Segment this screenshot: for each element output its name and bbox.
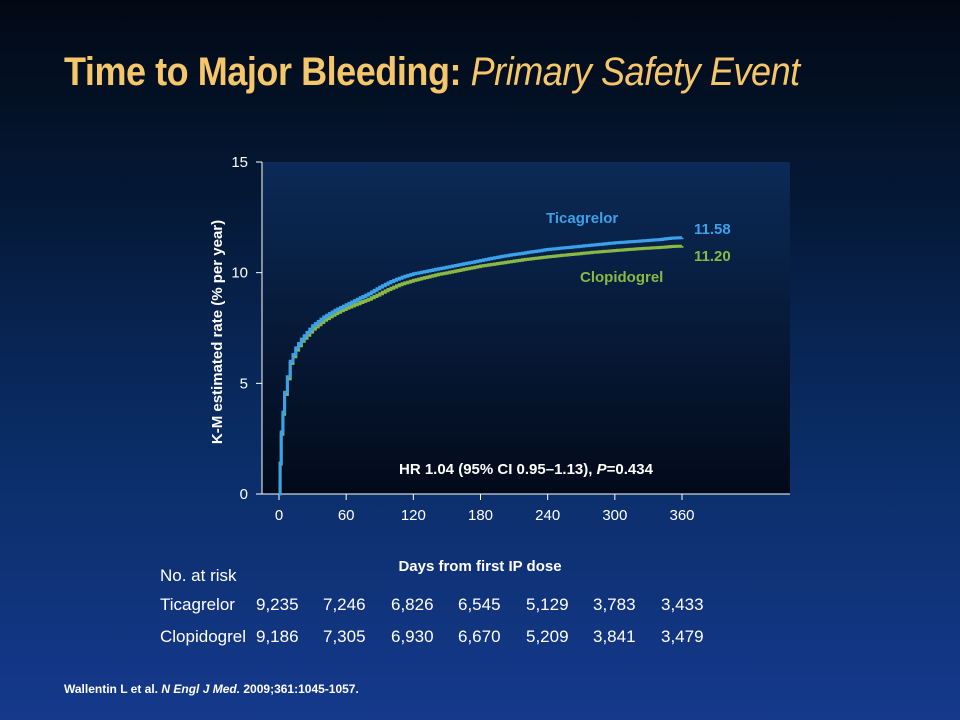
risk-cell: 3,479 (661, 627, 704, 646)
citation: Wallentin L et al. N Engl J Med. 2009;36… (64, 682, 359, 696)
risk-cell: 5,129 (526, 595, 569, 614)
risk-cell: 5,209 (526, 627, 569, 646)
risk-cell: 9,186 (256, 627, 299, 646)
series-line-ticagrelor (278, 236, 684, 496)
y-tick-label: 10 (231, 265, 248, 282)
risk-row-label-ticagrelor: Ticagrelor (160, 595, 235, 614)
x-tick-label: 0 (275, 507, 283, 524)
x-tick-label: 360 (669, 507, 694, 524)
legend-label-clopidogrel: Clopidogrel (580, 269, 663, 286)
risk-table-header: No. at risk (160, 566, 237, 585)
hr-annotation: HR 1.04 (95% CI 0.95–1.13), P=0.434 (399, 461, 654, 478)
x-tick-label: 180 (468, 507, 493, 524)
risk-cell: 7,246 (323, 595, 366, 614)
x-tick-label: 120 (401, 507, 426, 524)
risk-cell: 9,235 (256, 595, 299, 614)
risk-cell: 6,545 (458, 595, 501, 614)
y-axis-label: K-M estimated rate (% per year) (209, 220, 226, 444)
citation-journal: N Engl J Med. (161, 682, 241, 696)
series-line-clopidogrel (278, 244, 684, 496)
x-tick-label: 300 (602, 507, 627, 524)
title-subtitle: Primary Safety Event (470, 50, 801, 94)
final-value-ticagrelor: 11.58 (694, 221, 731, 238)
title-main: Time to Major Bleeding: (64, 50, 462, 94)
plot-area (262, 162, 790, 494)
risk-cell: 7,305 (323, 627, 366, 646)
risk-cell: 3,841 (593, 627, 636, 646)
legend-label-ticagrelor: Ticagrelor (546, 210, 618, 227)
citation-details: 2009;361:1045-1057. (240, 682, 359, 696)
slide-title: Time to Major Bleeding: Primary Safety E… (64, 50, 800, 95)
risk-cell: 3,783 (593, 595, 636, 614)
y-tick-label: 0 (240, 486, 248, 503)
risk-row-label-clopidogrel: Clopidogrel (160, 627, 246, 646)
y-tick-label: 15 (231, 154, 248, 171)
risk-cell: 3,433 (661, 595, 704, 614)
citation-authors: Wallentin L et al. (64, 682, 162, 696)
risk-cell: 6,670 (458, 627, 501, 646)
final-value-clopidogrel: 11.20 (694, 248, 731, 265)
risk-cell: 6,930 (391, 627, 434, 646)
x-tick-label: 240 (535, 507, 560, 524)
y-tick-label: 5 (240, 375, 248, 392)
x-axis-label: Days from first IP dose (398, 558, 561, 575)
risk-cell: 6,826 (391, 595, 434, 614)
x-tick-label: 60 (338, 507, 355, 524)
